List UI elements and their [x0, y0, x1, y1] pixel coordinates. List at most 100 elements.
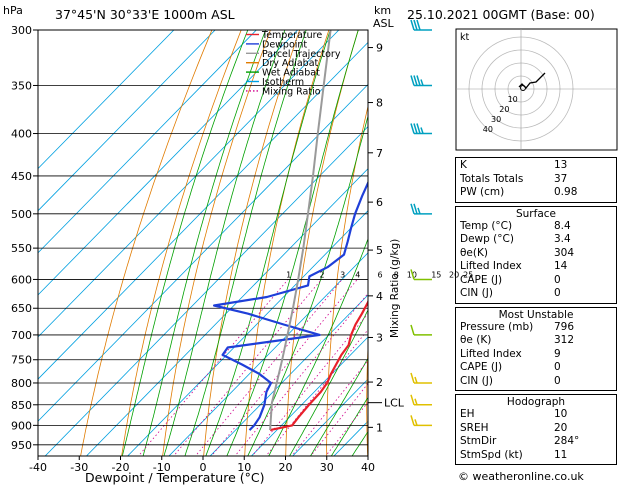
surface-section: Surface Temp (°C) 8.4 Dewp (°C) 3.4 θe(K) 3…	[455, 205, 617, 304]
pressure-tick-label: 850	[11, 399, 32, 412]
temperature-tick-label: 20	[279, 461, 293, 474]
legend-entry: Parcel Trajectory	[262, 49, 341, 60]
mixing-ratio-tick-label: 6	[378, 270, 383, 279]
hodograph-stats-section: Hodograph EH 10 SREH 20 StmDir 284° StmSpd …	[455, 394, 617, 465]
dry-adiabat-line	[162, 30, 271, 456]
temperature-tick-label: -30	[70, 461, 88, 474]
dry-adiabat-line	[203, 30, 301, 456]
unstable-row: Lifted Index 9	[460, 347, 561, 360]
mixing-ratio-tick-label: 20	[449, 270, 459, 279]
mixing-ratio-line	[234, 292, 368, 456]
height-tick-label: 4	[376, 290, 383, 303]
wind-barb	[410, 269, 432, 281]
parcel-trajectory-series-line	[269, 30, 332, 431]
wind-barb	[410, 75, 432, 87]
hodo-row: SREH 20	[460, 421, 568, 434]
mixing-ratio-line	[291, 359, 368, 456]
temperature-tick-label: 10	[237, 461, 251, 474]
pressure-tick-label: 650	[11, 302, 32, 315]
mixing-ratio-line	[194, 279, 343, 456]
isotherm-line	[38, 30, 257, 254]
dry-adiabat-line	[244, 30, 330, 456]
unstable-row: CAPE (J) 0	[460, 361, 561, 373]
dry-adiabat-line	[121, 30, 242, 456]
x-axis-title: Dewpoint / Temperature (°C)	[85, 470, 264, 485]
temperature-tick-label: 30	[320, 461, 334, 474]
temperature-tick-label: -20	[112, 461, 130, 474]
series-layer	[213, 30, 368, 432]
mixing-ratio-tick-label: 2	[320, 270, 325, 279]
height-tick-label: 8	[376, 97, 383, 110]
mixing-ratio-line	[137, 279, 289, 456]
pressure-tick-label: 900	[11, 419, 32, 432]
pressure-tick-label: 950	[11, 439, 32, 452]
index-row-k: K 13	[460, 159, 568, 171]
unstable-row: Pressure (mb) 796	[460, 320, 575, 333]
legend-entry: Dry Adiabat	[262, 58, 319, 69]
surface-row: θe(K) 304	[460, 246, 575, 259]
pressure-tick-label: 500	[11, 208, 32, 221]
indices-panel: K 13 Totals Totals 37 PW (cm) 0.98 Surface …	[455, 157, 617, 468]
height-tick-label: 5	[376, 244, 383, 257]
legend-entry: Dewpoint	[262, 39, 307, 50]
pressure-unit-label: hPa	[3, 4, 23, 17]
dry-adiabat-line	[80, 30, 213, 456]
isotherm-line	[85, 168, 368, 456]
wind-barbs	[410, 19, 432, 427]
pressure-tick-label: 550	[11, 242, 32, 255]
hodograph-ring-label: 20	[499, 105, 509, 114]
hodograph-ring-label: 30	[491, 115, 501, 124]
hodo-row: EH 10	[460, 408, 568, 420]
surface-row: Dewp (°C) 3.4	[460, 233, 571, 245]
wind-barb	[410, 203, 432, 215]
pressure-tick-label: 450	[11, 170, 32, 183]
pressure-tick-label: 800	[11, 377, 32, 390]
unstable-row: θe (K) 312	[460, 334, 575, 346]
isotherm-line	[38, 30, 340, 338]
surface-row: Lifted Index 14	[460, 260, 568, 272]
isotherm-line	[38, 30, 216, 212]
wind-barb	[410, 372, 432, 384]
surface-row: CAPE (J) 0	[460, 273, 561, 286]
dry-adiabat-line	[285, 30, 359, 456]
unstable-row: CIN (J) 0	[460, 374, 561, 387]
mixing-ratio-tick-label: 4	[355, 270, 360, 279]
isotherm-line	[38, 30, 299, 296]
pressure-tick-label: 350	[11, 79, 32, 92]
isotherm-line	[292, 378, 368, 456]
wind-barb	[410, 123, 432, 135]
pressure-tick-label: 750	[11, 354, 32, 367]
wet-adiabat-line	[289, 309, 368, 456]
surface-row: Temp (°C) 8.4	[460, 219, 571, 232]
copyright-footer: © weatheronline.co.uk	[458, 470, 584, 483]
hodograph-unit: kt	[460, 32, 470, 43]
hodo-row: StmSpd (kt) 11	[460, 448, 568, 461]
height-tick-label: 7	[376, 147, 383, 160]
isotherm-line	[38, 41, 368, 380]
most-unstable-title: Most Unstable	[498, 308, 574, 321]
legend-entry: Temperature	[261, 30, 322, 41]
hodograph-frame	[455, 28, 618, 151]
temperature-tick-label: 0	[200, 461, 207, 474]
mixing-ratio-tick-label: 8	[394, 270, 399, 279]
temperature-tick-label: 40	[361, 461, 375, 474]
chart-location-title: 37°45'N 30°33'E 1000m ASL	[55, 7, 235, 22]
hodograph-trace	[518, 72, 546, 89]
mixing-ratio-line	[251, 312, 368, 456]
hodograph-ring-label: 40	[483, 125, 493, 134]
temperature-tick-label: -10	[153, 461, 171, 474]
mixing-ratio-tick-label: 15	[431, 270, 441, 279]
hodograph-ring-label: 10	[508, 95, 518, 104]
wind-barb	[410, 19, 432, 31]
index-row-pw: PW (cm) 0.98	[460, 186, 578, 198]
height-tick-label: 2	[376, 376, 383, 389]
isotherm-line	[38, 30, 175, 170]
legend-entry: Wet Adiabat	[262, 68, 320, 79]
legend-entry: Mixing Ratio	[262, 86, 321, 97]
height-tick-label: 9	[376, 42, 383, 55]
height-unit-asl: ASL	[373, 17, 395, 30]
isotherm-line	[127, 210, 368, 456]
lcl-label: LCL	[384, 397, 405, 410]
datetime-label: 25.10.2021 00GMT (Base: 00)	[407, 7, 595, 22]
indices-top-section: K 13 Totals Totals 37 PW (cm) 0.98	[455, 157, 617, 203]
